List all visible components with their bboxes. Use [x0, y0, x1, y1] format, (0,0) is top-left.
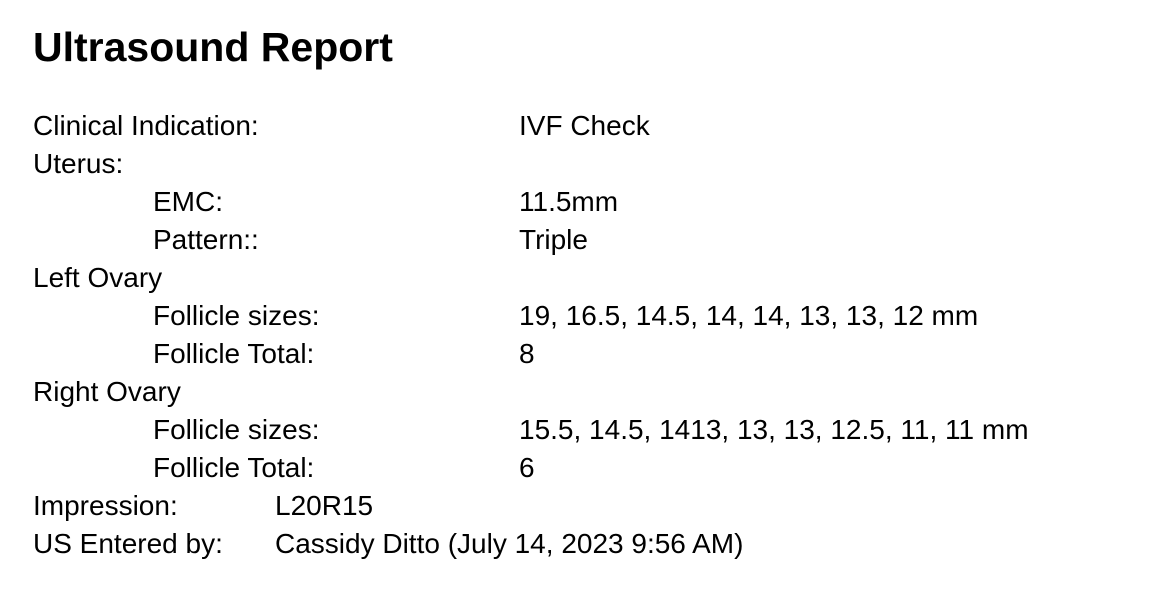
row-right-ovary-heading: Right Ovary	[33, 373, 1151, 411]
right-follicle-sizes-label: Follicle sizes:	[153, 414, 320, 445]
us-entered-by-value: Cassidy Ditto (July 14, 2023 9:56 AM)	[275, 528, 744, 559]
pattern-label: Pattern::	[153, 224, 259, 255]
row-uterus-emc: EMC: 11.5mm	[33, 183, 1151, 221]
row-clinical-indication: Clinical Indication: IVF Check	[33, 107, 1151, 145]
row-us-entered-by: US Entered by: Cassidy Ditto (July 14, 2…	[33, 525, 1151, 563]
emc-label: EMC:	[153, 186, 223, 217]
row-right-follicle-total: Follicle Total: 6	[33, 449, 1151, 487]
report-title: Ultrasound Report	[33, 24, 393, 70]
row-uterus-heading: Uterus:	[33, 145, 1151, 183]
right-follicle-total-label: Follicle Total:	[153, 452, 315, 483]
right-follicle-sizes-value: 15.5, 14.5, 1413, 13, 13, 12.5, 11, 11 m…	[519, 414, 1029, 445]
clinical-indication-value: IVF Check	[519, 110, 650, 141]
right-ovary-section-label: Right Ovary	[33, 376, 181, 407]
left-follicle-total-label: Follicle Total:	[153, 338, 315, 369]
row-impression: Impression: L20R15	[33, 487, 1151, 525]
row-left-ovary-heading: Left Ovary	[33, 259, 1151, 297]
left-follicle-total-value: 8	[519, 338, 535, 369]
left-follicle-sizes-label: Follicle sizes:	[153, 300, 320, 331]
row-left-follicle-total: Follicle Total: 8	[33, 335, 1151, 373]
clinical-indication-label: Clinical Indication:	[33, 110, 259, 141]
row-left-follicle-sizes: Follicle sizes: 19, 16.5, 14.5, 14, 14, …	[33, 297, 1151, 335]
row-uterus-pattern: Pattern:: Triple	[33, 221, 1151, 259]
impression-label: Impression:	[33, 490, 178, 521]
emc-value: 11.5mm	[519, 186, 619, 217]
row-right-follicle-sizes: Follicle sizes: 15.5, 14.5, 1413, 13, 13…	[33, 411, 1151, 449]
left-follicle-sizes-value: 19, 16.5, 14.5, 14, 14, 13, 13, 12 mm	[519, 300, 979, 331]
impression-value: L20R15	[275, 490, 374, 521]
left-ovary-section-label: Left Ovary	[33, 262, 163, 293]
us-entered-by-label: US Entered by:	[33, 528, 223, 559]
right-follicle-total-value: 6	[519, 452, 535, 483]
pattern-value: Triple	[519, 224, 588, 255]
uterus-section-label: Uterus:	[33, 148, 124, 179]
